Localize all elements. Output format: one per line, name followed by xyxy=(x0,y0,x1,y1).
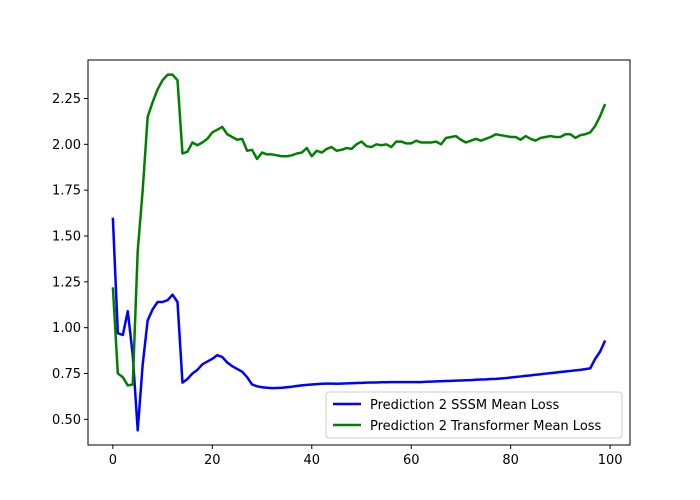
legend-label-transformer: Prediction 2 Transformer Mean Loss xyxy=(370,419,602,434)
y-tick-label: 1.00 xyxy=(52,321,81,336)
y-tick-label: 1.25 xyxy=(52,275,81,290)
plot-frame xyxy=(87,59,631,446)
x-tick-label: 100 xyxy=(598,453,623,468)
series-line-0 xyxy=(111,217,607,432)
legend-label-sssm: Prediction 2 SSSM Mean Loss xyxy=(370,398,560,413)
x-tick-label: 20 xyxy=(204,453,221,468)
legend-box xyxy=(325,391,623,439)
x-tick-label: 60 xyxy=(403,453,420,468)
y-axis-ticks: 0.50 0.75 1.00 1.25 1.50 1.75 2.00 2.25 xyxy=(52,92,88,428)
x-tick-label: 0 xyxy=(109,453,117,468)
y-tick-label: 1.50 xyxy=(52,230,81,245)
x-axis-ticks: 0 20 40 60 80 100 xyxy=(109,445,623,468)
x-tick-label: 40 xyxy=(303,453,320,468)
x-tick-label: 80 xyxy=(502,453,519,468)
y-tick-label: 0.50 xyxy=(52,413,81,428)
y-tick-label: 2.25 xyxy=(52,92,81,107)
y-tick-label: 2.00 xyxy=(52,138,81,153)
y-tick-label: 0.75 xyxy=(52,367,81,382)
series-line-1 xyxy=(111,73,607,387)
series-layer xyxy=(111,73,607,432)
y-tick-label: 1.75 xyxy=(52,184,81,199)
legend: Prediction 2 SSSM Mean Loss Prediction 2… xyxy=(325,391,623,439)
